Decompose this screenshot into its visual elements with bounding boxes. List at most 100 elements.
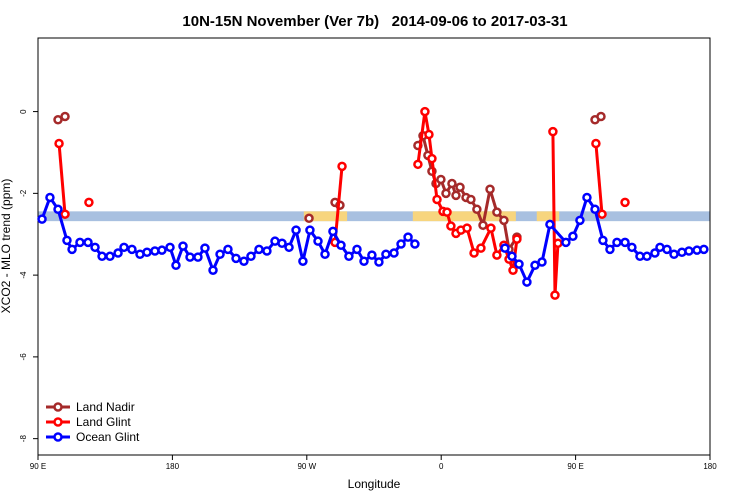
data-point (642, 251, 652, 262)
data-point (328, 226, 338, 237)
data-point (486, 223, 496, 233)
x-tick-label: 90 E (567, 462, 583, 471)
data-point (427, 153, 437, 164)
data-point (476, 243, 486, 253)
data-point (223, 244, 233, 255)
data-point (291, 225, 301, 235)
data-point (568, 231, 578, 242)
data-point (337, 161, 347, 172)
data-point (508, 265, 518, 275)
data-point (492, 250, 502, 260)
data-point (591, 138, 601, 149)
data-point (344, 251, 354, 262)
data-point (157, 245, 167, 255)
y-axis-label: XCO2 - MLO trend (ppm) (0, 179, 13, 314)
x-tick-label: 180 (703, 462, 717, 471)
data-point (492, 207, 502, 217)
data-point (522, 277, 532, 287)
data-point (550, 290, 560, 300)
data-point (545, 219, 555, 230)
data-point (352, 244, 362, 255)
data-point (185, 252, 195, 262)
data-point (472, 204, 482, 215)
data-point (455, 182, 465, 192)
data-point (596, 111, 606, 122)
x-axis-label: Longitude (348, 477, 401, 491)
data-point (582, 192, 592, 203)
data-point (381, 249, 391, 260)
data-point (537, 257, 547, 267)
data-point (512, 234, 522, 244)
y-tick-label: -2 (19, 189, 28, 197)
data-point (67, 244, 77, 255)
data-point (75, 237, 85, 248)
y-tick-label: -8 (19, 435, 28, 443)
data-point (119, 242, 129, 253)
data-point (359, 256, 369, 266)
data-point (403, 232, 413, 242)
y-tick-label: -4 (19, 271, 28, 279)
x-tick-label: 90 W (297, 462, 316, 471)
data-point (53, 204, 63, 215)
series-line (57, 143, 67, 215)
data-point (313, 236, 323, 246)
data-point (424, 129, 434, 140)
data-point (62, 235, 72, 246)
data-point (446, 221, 456, 231)
data-point (575, 215, 585, 226)
data-point (553, 238, 563, 248)
y-tick-label: -6 (19, 353, 28, 361)
data-point (90, 242, 100, 253)
data-point (478, 220, 488, 230)
data-point (598, 235, 608, 246)
band-highlight (303, 211, 348, 222)
data-point (54, 138, 64, 149)
data-point (305, 225, 315, 235)
data-point (436, 174, 446, 185)
data-point (396, 239, 406, 249)
legend-marker (53, 402, 63, 412)
legend-marker (53, 417, 63, 427)
data-point (530, 260, 540, 271)
data-point (374, 257, 384, 267)
data-point (662, 244, 672, 255)
data-point (620, 237, 630, 248)
data-point (60, 111, 70, 122)
data-point (320, 249, 330, 260)
x-tick-label: 90 E (30, 462, 46, 471)
data-point (284, 242, 294, 253)
data-point (83, 237, 93, 248)
data-point (627, 242, 637, 253)
data-point (462, 223, 472, 233)
data-point (97, 251, 107, 262)
data-point (246, 251, 256, 262)
data-point (200, 243, 210, 253)
data-point (262, 246, 272, 256)
band-highlight (536, 211, 560, 222)
data-point (105, 251, 115, 262)
legend-label: Land Glint (76, 415, 131, 429)
data-point (254, 244, 264, 255)
data-point (466, 194, 476, 205)
data-point (485, 184, 495, 195)
data-point (499, 215, 509, 226)
series-line (40, 194, 416, 275)
data-point (469, 248, 479, 258)
data-point (127, 244, 137, 255)
data-point (548, 126, 558, 137)
data-point (239, 256, 249, 266)
band-highlight (412, 211, 516, 222)
data-point (367, 250, 377, 260)
data-point (500, 243, 510, 253)
data-point (451, 190, 461, 201)
data-point (442, 207, 452, 217)
legend-label: Land Nadir (76, 400, 135, 414)
data-point (231, 253, 241, 264)
data-point (84, 197, 94, 208)
data-point (60, 209, 70, 219)
data-point (215, 249, 225, 260)
x-tick-label: 180 (166, 462, 180, 471)
data-point (605, 244, 615, 255)
data-point (389, 248, 399, 258)
